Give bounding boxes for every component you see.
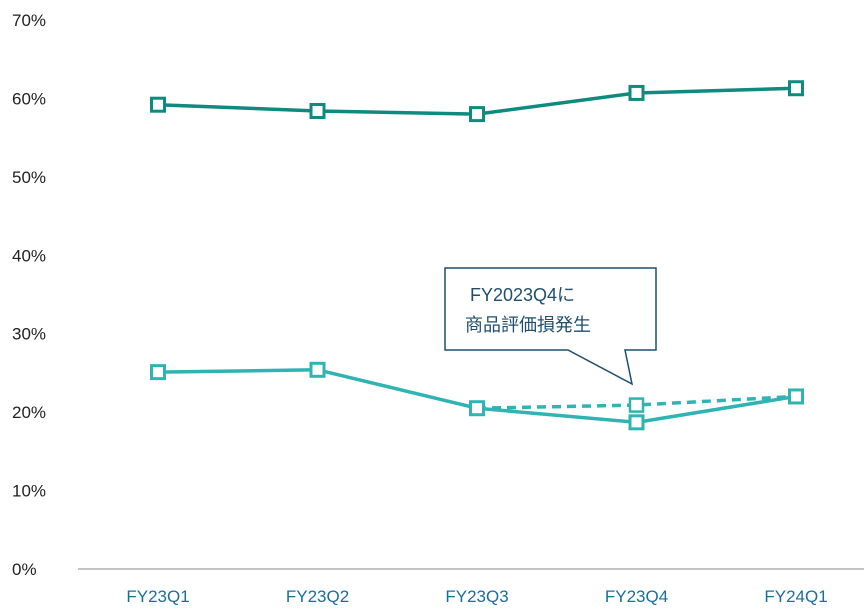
y-tick-label: 20% (12, 403, 46, 422)
data-point-marker (469, 400, 485, 417)
callout-box (444, 267, 657, 386)
data-point-marker (628, 84, 645, 101)
callout-line-2: 商品評価損発生 (465, 315, 591, 335)
y-tick-label: 30% (12, 325, 46, 344)
annotation-callout: FY2023Q4に 商品評価損発生 (444, 267, 657, 386)
data-point-marker (788, 80, 804, 97)
data-point-marker (150, 364, 166, 381)
data-point-marker (628, 414, 645, 431)
y-tick-label: 10% (12, 482, 46, 501)
y-axis: 0% 10% 20% 30% 40% 50% 60% 70% (12, 11, 46, 579)
series-group (150, 80, 804, 431)
y-tick-label: 50% (12, 168, 46, 187)
x-tick-label: FY23Q1 (126, 587, 189, 606)
data-point-marker-dashed (628, 397, 645, 413)
data-point-marker (788, 388, 804, 405)
x-tick-label: FY23Q4 (605, 587, 668, 606)
callout-line-1: FY2023Q4に (470, 285, 575, 305)
y-tick-label: 40% (12, 246, 46, 265)
data-point-marker (150, 96, 166, 113)
series-line-dashed (476, 394, 797, 410)
y-tick-label: 60% (12, 89, 46, 108)
data-point-marker (469, 106, 485, 123)
x-axis: FY23Q1 FY23Q2 FY23Q3 FY23Q4 FY24Q1 (126, 587, 827, 606)
y-tick-label: 70% (12, 11, 46, 30)
x-tick-label: FY23Q2 (286, 587, 349, 606)
data-point-marker (309, 361, 326, 378)
data-point-marker (309, 102, 326, 119)
x-tick-label: FY23Q3 (445, 587, 508, 606)
x-tick-label: FY24Q1 (764, 587, 827, 606)
y-tick-label: 0% (12, 560, 37, 579)
